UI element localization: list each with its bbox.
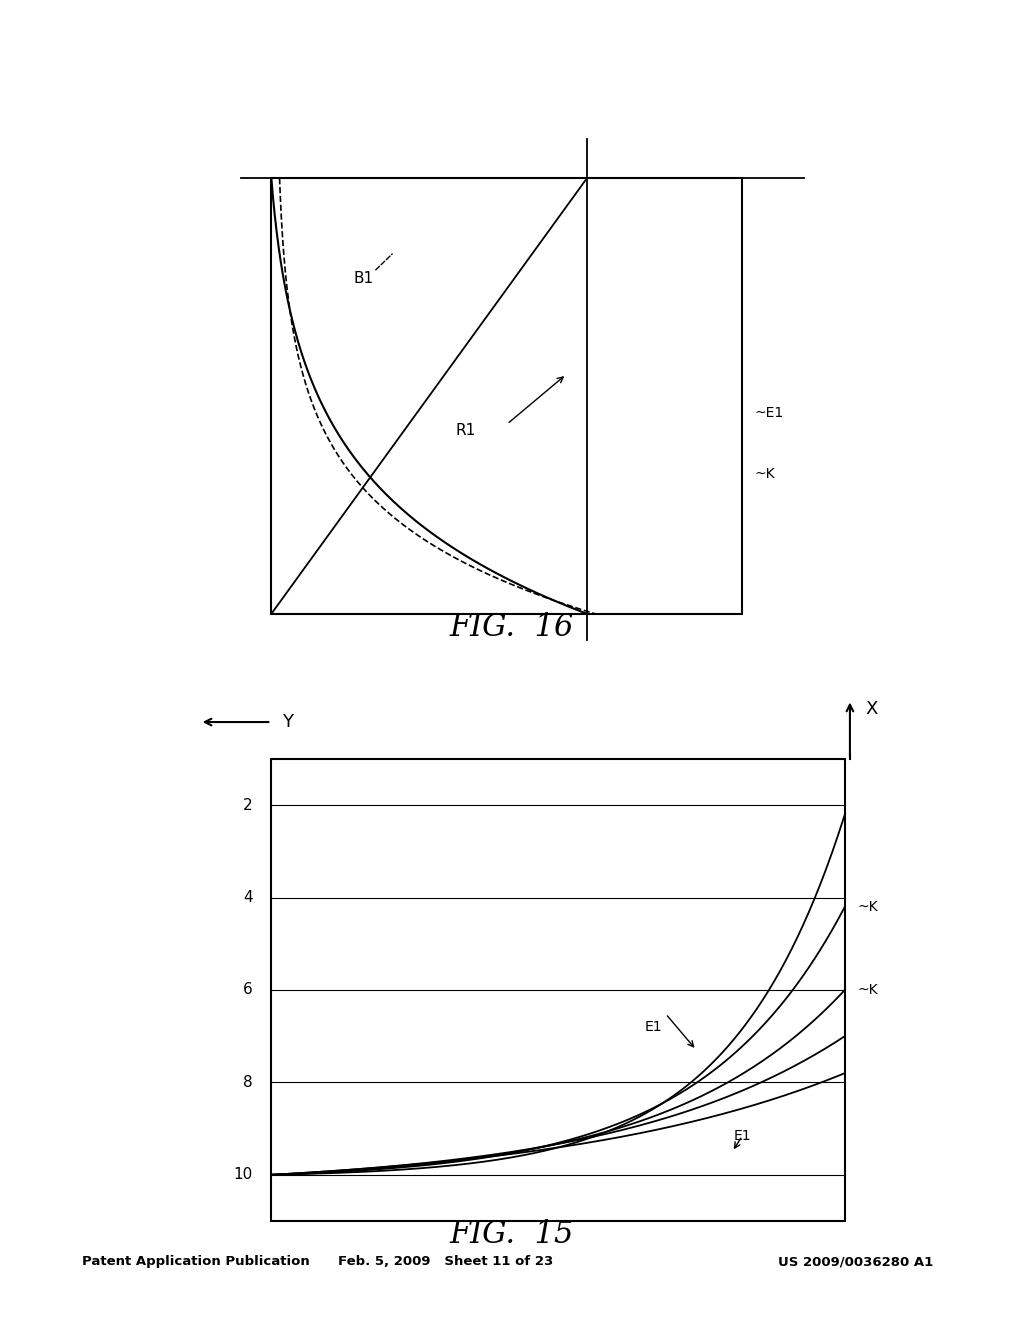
Text: FIG.  16: FIG. 16 [450, 611, 574, 643]
Text: 4: 4 [244, 890, 253, 906]
Text: Y: Y [282, 713, 293, 731]
Text: ~K: ~K [755, 467, 775, 482]
Text: FIG.  15: FIG. 15 [450, 1218, 574, 1250]
Text: ~K: ~K [857, 983, 878, 997]
Text: ~K: ~K [857, 900, 878, 913]
Text: E1: E1 [645, 1020, 663, 1034]
Text: Feb. 5, 2009   Sheet 11 of 23: Feb. 5, 2009 Sheet 11 of 23 [338, 1255, 553, 1269]
Bar [271, 178, 742, 614]
Text: ~E1: ~E1 [755, 407, 784, 421]
Text: X: X [865, 700, 878, 718]
Text: 8: 8 [244, 1074, 253, 1090]
Text: E1: E1 [733, 1130, 752, 1143]
Text: US 2009/0036280 A1: US 2009/0036280 A1 [778, 1255, 934, 1269]
Text: B1: B1 [353, 271, 374, 286]
Text: Patent Application Publication: Patent Application Publication [82, 1255, 309, 1269]
Text: 6: 6 [243, 982, 253, 998]
Text: 2: 2 [244, 797, 253, 813]
Text: 10: 10 [233, 1167, 253, 1183]
Bar [271, 759, 845, 1221]
Text: R1: R1 [456, 424, 476, 438]
